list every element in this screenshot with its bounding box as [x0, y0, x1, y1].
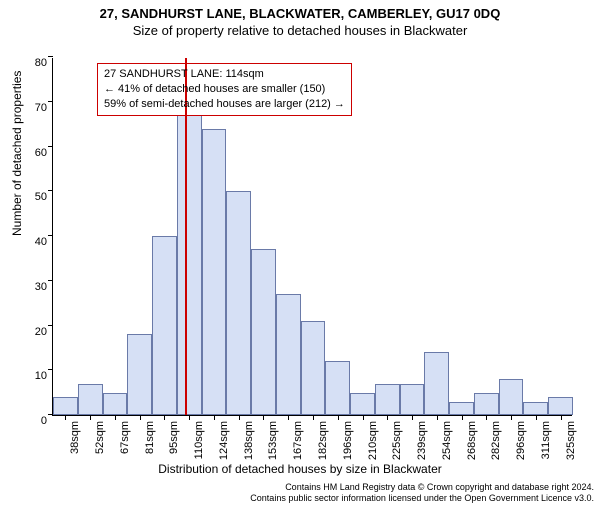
- footer-line-1: Contains HM Land Registry data © Crown c…: [250, 482, 594, 493]
- x-tick-label: 138sqm: [243, 421, 255, 460]
- x-tick-mark: [189, 415, 190, 420]
- x-tick-label: 95sqm: [168, 421, 180, 454]
- histogram-bar: [449, 402, 474, 415]
- histogram-bar: [424, 352, 449, 415]
- x-tick-mark: [313, 415, 314, 420]
- chart-title-main: 27, SANDHURST LANE, BLACKWATER, CAMBERLE…: [0, 6, 600, 21]
- x-tick-label: 67sqm: [119, 421, 131, 454]
- y-tick-mark: [48, 101, 53, 102]
- y-tick-mark: [48, 369, 53, 370]
- x-tick-label: 110sqm: [193, 421, 205, 459]
- histogram-bar: [127, 334, 152, 415]
- x-tick-mark: [239, 415, 240, 420]
- x-tick-label: 196sqm: [342, 421, 354, 460]
- chart-area: 0102030405060708038sqm52sqm67sqm81sqm95s…: [52, 58, 572, 416]
- histogram-bar: [177, 115, 202, 415]
- x-tick-label: 52sqm: [94, 421, 106, 454]
- y-tick-label: 60: [35, 147, 53, 159]
- x-tick-mark: [65, 415, 66, 420]
- y-tick-label: 50: [35, 191, 53, 203]
- x-tick-mark: [164, 415, 165, 420]
- histogram-bar: [375, 384, 400, 415]
- histogram-bar: [276, 294, 301, 415]
- footer-line-2: Contains public sector information licen…: [250, 493, 594, 504]
- y-tick-mark: [48, 280, 53, 281]
- x-tick-label: 311sqm: [540, 421, 552, 459]
- plot-box: 0102030405060708038sqm52sqm67sqm81sqm95s…: [52, 58, 572, 416]
- x-tick-label: 268sqm: [466, 421, 478, 460]
- x-tick-mark: [387, 415, 388, 420]
- annotation-line: ← 41% of detached houses are smaller (15…: [104, 82, 345, 97]
- y-tick-label: 20: [35, 326, 53, 338]
- y-axis-label: Number of detached properties: [10, 71, 24, 236]
- y-tick-mark: [48, 146, 53, 147]
- x-tick-mark: [115, 415, 116, 420]
- x-tick-label: 38sqm: [69, 421, 81, 454]
- y-tick-label: 80: [35, 57, 53, 69]
- x-tick-label: 124sqm: [218, 421, 230, 460]
- histogram-bar: [548, 397, 573, 415]
- annotation-line: 27 SANDHURST LANE: 114sqm: [104, 67, 345, 82]
- x-tick-mark: [263, 415, 264, 420]
- x-tick-mark: [288, 415, 289, 420]
- x-tick-mark: [511, 415, 512, 420]
- histogram-bar: [499, 379, 524, 415]
- histogram-bar: [301, 321, 326, 415]
- y-tick-mark: [48, 325, 53, 326]
- histogram-bar: [400, 384, 425, 415]
- y-tick-label: 0: [41, 415, 53, 427]
- x-tick-label: 210sqm: [367, 421, 379, 460]
- y-tick-mark: [48, 56, 53, 57]
- x-axis-label: Distribution of detached houses by size …: [0, 462, 600, 476]
- x-tick-mark: [462, 415, 463, 420]
- y-tick-mark: [48, 235, 53, 236]
- x-tick-mark: [90, 415, 91, 420]
- x-tick-label: 167sqm: [292, 421, 304, 460]
- x-tick-label: 81sqm: [144, 421, 156, 454]
- histogram-bar: [103, 393, 128, 415]
- x-tick-label: 282sqm: [490, 421, 502, 460]
- x-tick-label: 254sqm: [441, 421, 453, 460]
- histogram-bar: [78, 384, 103, 415]
- x-tick-label: 153sqm: [267, 421, 279, 460]
- x-tick-mark: [437, 415, 438, 420]
- histogram-bar: [474, 393, 499, 415]
- x-tick-label: 239sqm: [416, 421, 428, 460]
- annotation-line: 59% of semi-detached houses are larger (…: [104, 97, 345, 112]
- histogram-bar: [251, 249, 276, 415]
- x-tick-mark: [338, 415, 339, 420]
- histogram-bar: [325, 361, 350, 415]
- x-tick-mark: [363, 415, 364, 420]
- x-tick-label: 182sqm: [317, 421, 329, 460]
- histogram-bar: [226, 191, 251, 415]
- histogram-bar: [202, 129, 227, 415]
- x-tick-mark: [486, 415, 487, 420]
- x-tick-mark: [214, 415, 215, 420]
- histogram-bar: [152, 236, 177, 415]
- x-tick-label: 296sqm: [515, 421, 527, 460]
- y-tick-label: 10: [35, 370, 53, 382]
- y-tick-label: 30: [35, 281, 53, 293]
- x-tick-label: 325sqm: [565, 421, 577, 460]
- histogram-bar: [350, 393, 375, 415]
- chart-title-sub: Size of property relative to detached ho…: [0, 23, 600, 38]
- histogram-bar: [523, 402, 548, 415]
- x-tick-mark: [536, 415, 537, 420]
- x-tick-mark: [412, 415, 413, 420]
- histogram-bar: [53, 397, 78, 415]
- y-tick-label: 70: [35, 102, 53, 114]
- y-tick-label: 40: [35, 236, 53, 248]
- annotation-box: 27 SANDHURST LANE: 114sqm← 41% of detach…: [97, 63, 352, 116]
- x-tick-mark: [561, 415, 562, 420]
- y-tick-mark: [48, 190, 53, 191]
- footer-attribution: Contains HM Land Registry data © Crown c…: [250, 482, 594, 505]
- x-tick-label: 225sqm: [391, 421, 403, 460]
- x-tick-mark: [140, 415, 141, 420]
